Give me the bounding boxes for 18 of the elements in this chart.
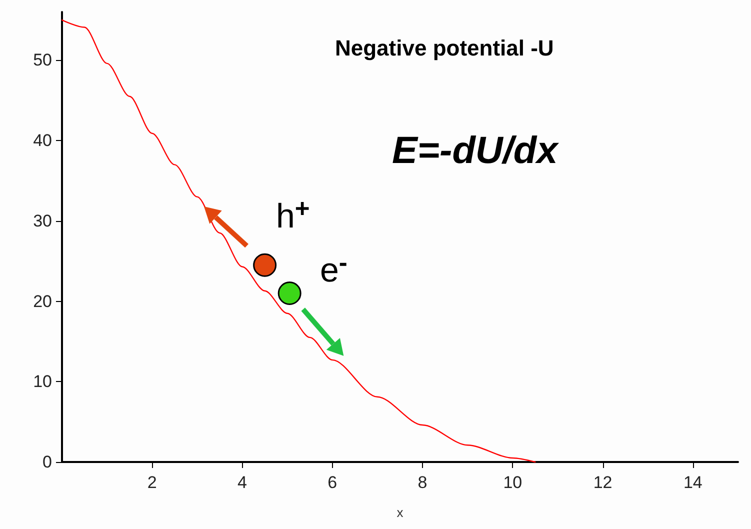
x-tick-label: 14 xyxy=(683,473,702,492)
y-tick-label: 20 xyxy=(33,292,52,311)
annotation: E=-dU/dx xyxy=(392,130,560,172)
x-tick-label: 2 xyxy=(147,473,157,492)
x-tick-label: 8 xyxy=(418,473,428,492)
text: Negative potential -U xyxy=(335,36,554,60)
annotation: h+ xyxy=(276,195,310,236)
y-tick-label: 40 xyxy=(33,131,52,150)
y-tick-label: 50 xyxy=(33,50,52,70)
x-tick-label: 12 xyxy=(593,473,612,492)
x-axis-title: x xyxy=(396,505,404,520)
x-tick-label: 4 xyxy=(238,473,247,492)
x-tick-label: 10 xyxy=(503,473,522,492)
y-tick-label: 30 xyxy=(33,211,52,230)
x-tick-label: 6 xyxy=(328,473,338,492)
y-tick-label: 0 xyxy=(42,452,52,472)
y-tick-label: 10 xyxy=(33,372,52,392)
annotation: e- xyxy=(320,249,348,290)
